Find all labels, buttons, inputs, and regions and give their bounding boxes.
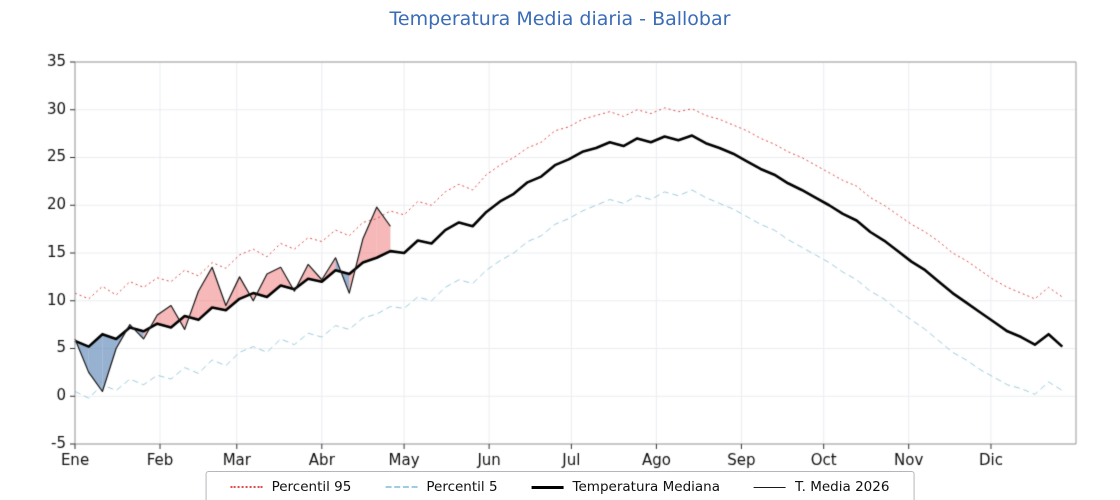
chart-legend: Percentil 95 Percentil 5 Temperatura Med… xyxy=(205,471,915,500)
legend-item-t-media-2026: T. Media 2026 xyxy=(754,479,889,495)
legend-item-percentil-95: Percentil 95 xyxy=(230,479,352,495)
legend-item-percentil-5: Percentil 5 xyxy=(385,479,498,495)
temperature-line-chart xyxy=(0,30,1120,470)
legend-label: Percentil 5 xyxy=(426,479,498,495)
thin-black-line-icon xyxy=(754,486,786,488)
dotted-red-line-icon xyxy=(230,486,263,488)
thick-black-line-icon xyxy=(531,485,564,489)
legend-label: T. Media 2026 xyxy=(795,479,890,495)
dashed-lightblue-line-icon xyxy=(385,486,418,488)
legend-label: Percentil 95 xyxy=(271,479,352,495)
legend-label: Temperatura Mediana xyxy=(572,479,720,495)
chart-title: Temperatura Media diaria - Ballobar xyxy=(389,8,731,30)
legend-item-temperatura-mediana: Temperatura Mediana xyxy=(531,479,720,495)
